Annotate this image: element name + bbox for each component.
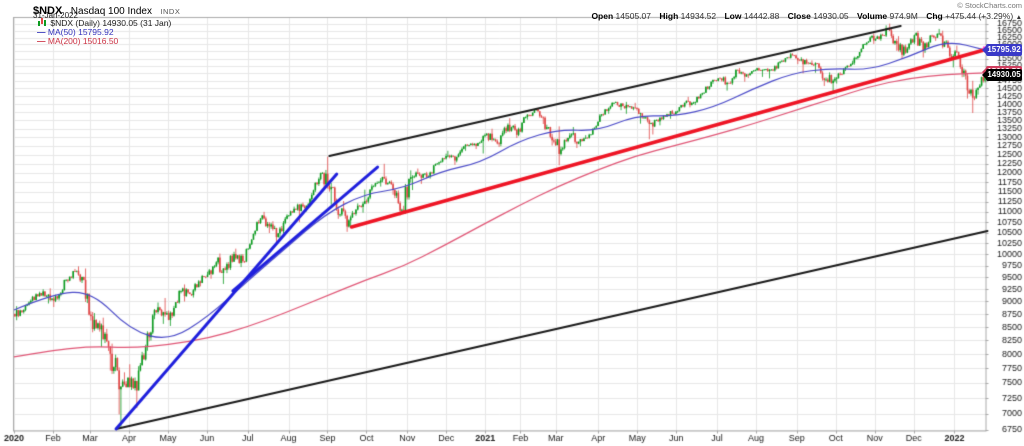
legend-symbol-text: $NDX (Daily) 14930.05 (31 Jan): [50, 18, 172, 28]
legend-ma50-text: MA(50) 15795.92: [47, 27, 114, 37]
chart-legend: $NDX (Daily) 14930.05 (31 Jan) — MA(50) …: [37, 18, 171, 46]
symbol-name: Nasdaq 100 Index: [70, 6, 152, 17]
close-label: Close: [787, 11, 811, 21]
symbol-label: $NDX: [33, 5, 63, 17]
open-value: 14505.07: [615, 11, 651, 21]
chart-date: 31-Jan-2022: [33, 11, 78, 20]
volume-label: Volume: [857, 11, 888, 21]
ma200-line-swatch: —: [37, 36, 46, 46]
close-price-box: 14930.05: [982, 69, 1022, 81]
exchange-label: INDX: [160, 7, 181, 16]
ma50-price-box: 15795.92: [982, 44, 1022, 56]
ohlc-header: © StockCharts.com Open 14505.07 High 149…: [585, 1, 1022, 21]
high-label: High: [659, 11, 679, 21]
chg-label: Chg: [926, 11, 943, 21]
high-value: 14934.52: [680, 11, 717, 21]
low-value: 14442.88: [743, 11, 780, 21]
low-label: Low: [724, 11, 742, 21]
legend-ma50-row: — MA(50) 15795.92: [37, 28, 171, 37]
volume-value: 974.9M: [889, 11, 918, 21]
chg-up-arrow-icon: ▲: [1015, 14, 1022, 21]
close-value: 14930.05: [813, 11, 849, 21]
copyright-label: © StockCharts.com: [957, 1, 1022, 10]
open-label: Open: [591, 11, 614, 21]
ohlc-row: Open 14505.07 High 14934.52 Low 14442.88…: [585, 11, 1022, 21]
ma50-line-swatch: —: [37, 27, 46, 37]
candlestick-legend-icon: [37, 18, 46, 26]
legend-ma200-text: MA(200) 15016.50: [47, 36, 119, 46]
chg-value: +475.44 (+3.29%): [945, 11, 1014, 21]
legend-ma200-row: — MA(200) 15016.50: [37, 37, 171, 46]
legend-symbol-row: $NDX (Daily) 14930.05 (31 Jan): [37, 18, 171, 28]
chart-title: $NDX Nasdaq 100 Index INDX: [33, 1, 180, 19]
